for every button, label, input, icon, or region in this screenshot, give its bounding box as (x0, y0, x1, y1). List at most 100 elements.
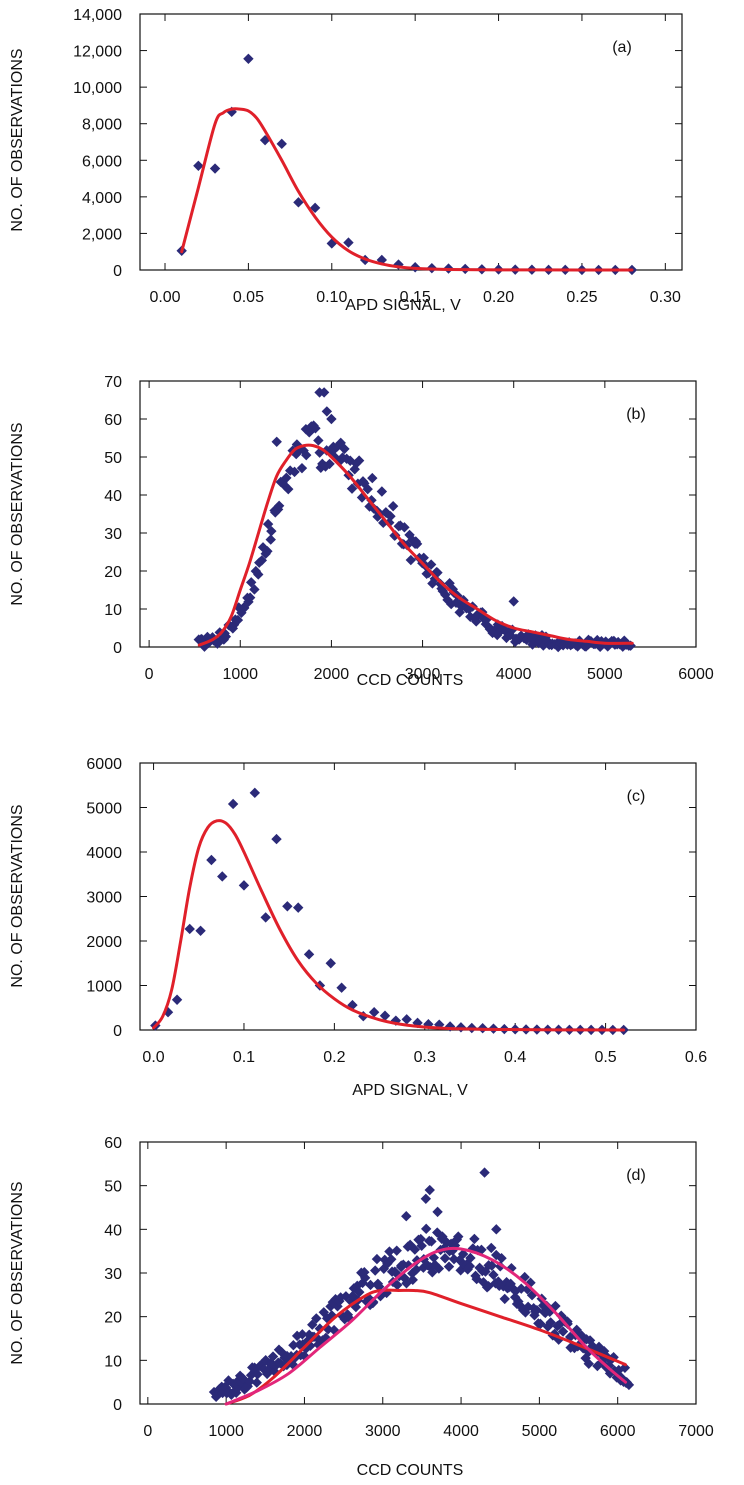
data-point (545, 1317, 556, 1328)
data-point (326, 413, 337, 425)
data-point (271, 436, 282, 447)
data-point (544, 1306, 555, 1318)
data-point (244, 592, 256, 603)
data-point (535, 1318, 546, 1330)
scatter-series (193, 387, 636, 653)
data-point (385, 511, 396, 522)
data-point (378, 1263, 390, 1274)
y-tick-label: 2000 (86, 934, 122, 951)
fit-curve (197, 443, 634, 647)
scatter-series (208, 1167, 635, 1403)
data-point (515, 1300, 526, 1311)
y-tick-label: 60 (104, 1135, 122, 1152)
x-tick-label: 0.0 (142, 1049, 164, 1066)
data-point (407, 1274, 418, 1286)
data-point (457, 1248, 469, 1260)
data-point (376, 486, 388, 497)
data-point (562, 1318, 573, 1330)
y-tick-label: 0 (113, 1023, 122, 1040)
data-point (495, 1261, 506, 1272)
data-point (508, 596, 519, 607)
scatter-series (150, 787, 629, 1036)
y-tick-label: 30 (104, 1266, 122, 1283)
data-point (239, 602, 250, 614)
data-point (444, 1021, 456, 1032)
data-point (411, 1255, 423, 1266)
data-point (271, 833, 282, 845)
data-point (459, 598, 471, 610)
x-tick-label: 6000 (678, 666, 714, 683)
data-point (553, 1334, 564, 1345)
data-point (321, 406, 333, 417)
data-point (245, 1370, 257, 1381)
y-tick-label: 10 (104, 1353, 122, 1370)
y-tick-label: 50 (104, 1179, 122, 1196)
data-point (478, 1277, 489, 1288)
panel-label: (d) (626, 1167, 646, 1184)
data-point (336, 982, 347, 993)
data-point (455, 1265, 466, 1276)
x-tick-label: 3000 (405, 666, 441, 683)
data-point (471, 616, 482, 627)
y-tick-label: 0 (113, 640, 122, 657)
data-point (262, 545, 273, 557)
data-point (469, 1233, 480, 1245)
data-point (273, 500, 285, 512)
data-point (362, 483, 373, 495)
x-tick-label: 0 (145, 666, 154, 683)
data-point (318, 387, 330, 398)
data-point (453, 1231, 464, 1242)
chart-panel-1: 0 2,000 4,000 6,000 8,000 10,000 12,000 14,000 0… (9, 7, 683, 314)
y-tick-label: 12,000 (73, 44, 122, 61)
fit-curve (152, 819, 626, 1032)
x-axis-label: CCD COUNTS (357, 672, 464, 689)
data-point (234, 1370, 246, 1381)
data-point (256, 555, 268, 566)
data-point (391, 1245, 402, 1256)
data-point (368, 1007, 380, 1018)
y-tick-label: 2,000 (82, 226, 122, 243)
data-point (387, 500, 399, 512)
x-tick-label: 0.05 (233, 289, 264, 306)
data-point (199, 641, 210, 652)
scatter-series (176, 53, 638, 276)
data-point (522, 1301, 534, 1313)
data-point (465, 611, 476, 623)
data-point (297, 1329, 308, 1340)
x-tick-label: 5000 (587, 666, 623, 683)
y-tick-label: 3000 (86, 890, 122, 907)
x-tick-label: 0.30 (650, 289, 681, 306)
x-tick-label: 0.5 (594, 1049, 616, 1066)
data-point (401, 1014, 412, 1025)
data-point (423, 567, 434, 579)
data-point (516, 1283, 527, 1294)
data-point (358, 1011, 369, 1022)
data-point (162, 1007, 174, 1018)
y-tick-label: 14,000 (73, 7, 122, 24)
data-point (258, 1363, 270, 1375)
data-point (326, 238, 337, 249)
data-point (525, 1277, 536, 1288)
data-point (467, 1243, 479, 1254)
x-tick-label: 0.6 (685, 1049, 707, 1066)
data-point (598, 1345, 610, 1357)
data-point (267, 1351, 279, 1362)
data-point (379, 1010, 391, 1021)
y-tick-label: 70 (104, 374, 122, 391)
x-tick-label: 0.10 (316, 289, 347, 306)
data-point (251, 1377, 262, 1388)
data-point (492, 619, 504, 630)
panel-label: (a) (612, 39, 632, 56)
data-point (266, 525, 277, 537)
data-point (359, 1272, 371, 1284)
x-tick-label: 3000 (365, 1423, 401, 1440)
data-point (404, 1239, 416, 1250)
data-point (311, 1313, 322, 1324)
data-point (293, 902, 304, 913)
data-point (242, 1381, 253, 1392)
data-point (384, 1246, 395, 1257)
data-point (339, 443, 350, 455)
y-tick-label: 8,000 (82, 117, 122, 134)
data-point (371, 1253, 383, 1265)
data-point (584, 1335, 596, 1346)
